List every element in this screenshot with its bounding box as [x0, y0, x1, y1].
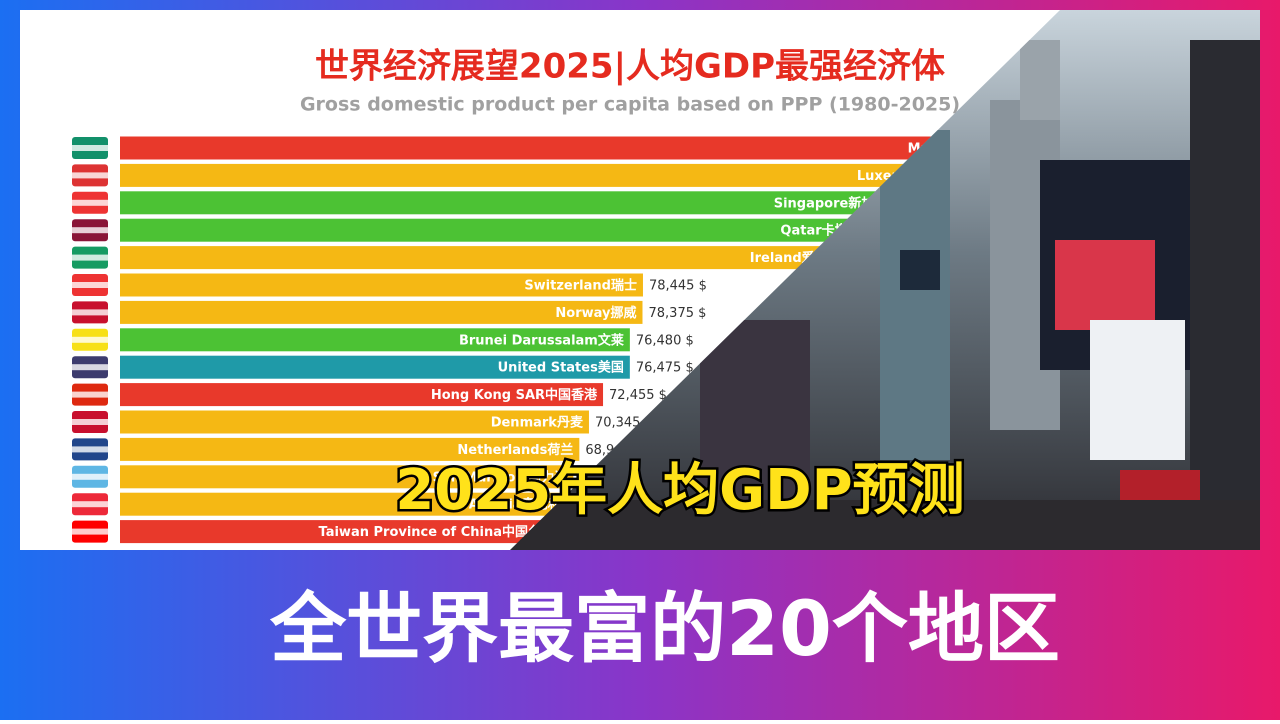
flag-stripe: [72, 336, 108, 343]
value-label: 76,475 $: [636, 361, 694, 376]
flag-stripe: [72, 364, 108, 371]
flag-stripe: [72, 391, 108, 398]
bar: [120, 492, 567, 516]
value-label: 68,9: [585, 443, 614, 458]
bar: [120, 300, 643, 324]
bar-label: Taiwan Province of China中国台湾: [319, 524, 554, 540]
bar-label: Denmark丹麦: [491, 415, 584, 431]
value-label: 72,455 $: [609, 388, 667, 403]
bar: [120, 465, 574, 489]
flag-stripe: [72, 501, 108, 508]
bar: [120, 218, 867, 242]
bar-label: Brunei Darussalam文莱: [459, 332, 624, 348]
bar: [120, 410, 589, 434]
flag-stripe: [72, 419, 108, 425]
bar: [120, 273, 643, 297]
flag-stripe: [72, 254, 108, 261]
bar-label: Switzerland瑞士: [524, 278, 637, 294]
flag-stripe: [72, 528, 108, 535]
banner-text: 全世界最富的20个地区: [269, 584, 1060, 673]
bar-label: United States美国: [498, 360, 624, 376]
flag-stripe: [72, 227, 108, 234]
flag-stripe: [72, 145, 108, 151]
flag-stripe: [72, 446, 108, 453]
bar: [120, 328, 630, 352]
value-label: 76,480 $: [636, 333, 694, 348]
bar-label: Norway挪威: [555, 305, 636, 321]
bar-label: Austria奥地利: [469, 497, 561, 513]
flag-stripe: [72, 172, 108, 179]
flag-stripe: [72, 309, 108, 316]
bar-chart: 世界经济展望2025|人均GDP最强经济体 Gross domestic pro…: [72, 47, 1047, 544]
bar: [120, 355, 630, 379]
chart-title: 世界经济展望2025|人均GDP最强经济体: [315, 47, 945, 87]
bar: [120, 246, 847, 270]
bar: [120, 383, 604, 407]
bar-label: Netherlands荷兰: [457, 442, 573, 458]
bar: [120, 520, 560, 544]
flag-stripe: [72, 473, 108, 480]
bar-label: San Marino圣马力诺: [433, 469, 568, 485]
chart-subtitle: Gross domestic product per capita based …: [300, 94, 960, 116]
bar: [120, 136, 1047, 160]
bar: [120, 191, 894, 215]
bar: [120, 437, 580, 461]
bar-label: Hong Kong SAR中国香港: [431, 387, 598, 403]
overlay-text: 2025年人均GDP预测: [395, 458, 964, 523]
bar: [120, 163, 994, 187]
value-label: 78,445 $: [649, 279, 707, 294]
flag-stripe: [72, 282, 108, 288]
value-label: 78,375 $: [649, 306, 707, 321]
flag-stripe: [72, 199, 108, 206]
